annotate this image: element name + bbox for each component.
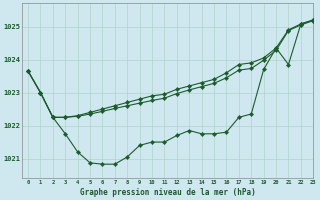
X-axis label: Graphe pression niveau de la mer (hPa): Graphe pression niveau de la mer (hPa): [80, 188, 255, 197]
